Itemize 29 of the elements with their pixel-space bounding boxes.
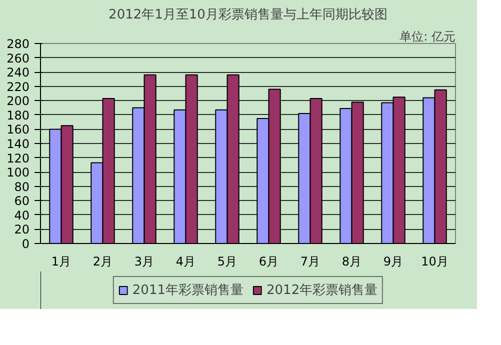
legend-label: 2012年彩票销售量 [266,282,378,299]
chart-title: 2012年1月至10月彩票销售量与上年同期比较图 [108,8,388,22]
legend-label: 2011年彩票销售量 [132,282,244,299]
y-tick-label: 80 [14,180,30,194]
x-tick-label: 5月 [217,254,238,268]
x-tick-label: 1月 [51,254,72,268]
y-tick-label: 280 [6,37,30,51]
annotation: 单位: 亿元 [400,30,456,44]
y-tick-label: 200 [6,94,30,108]
y-tick-label: 140 [6,137,30,151]
x-tick-label: 9月 [383,254,404,268]
x-tick-label: 2月 [92,254,113,268]
y-tick-label: 240 [6,66,30,80]
x-tick-label: 7月 [300,254,320,268]
x-tick-label: 10月 [421,254,448,268]
y-tick-label: 20 [14,222,30,237]
y-tick-label: 0 [22,237,30,251]
x-tick-label: 4月 [176,254,196,268]
y-tick-label: 120 [6,151,30,166]
y-tick-label: 220 [6,80,30,94]
x-tick-label: 6月 [258,254,279,268]
x-tick-label: 8月 [342,254,362,268]
y-tick-label: 260 [6,51,30,66]
y-tick-label: 180 [6,108,30,122]
y-tick-label: 60 [14,194,30,208]
x-tick-label: 3月 [134,254,154,268]
y-tick-label: 160 [6,122,30,137]
y-tick-label: 40 [14,208,30,222]
y-tick-label: 100 [6,166,30,180]
